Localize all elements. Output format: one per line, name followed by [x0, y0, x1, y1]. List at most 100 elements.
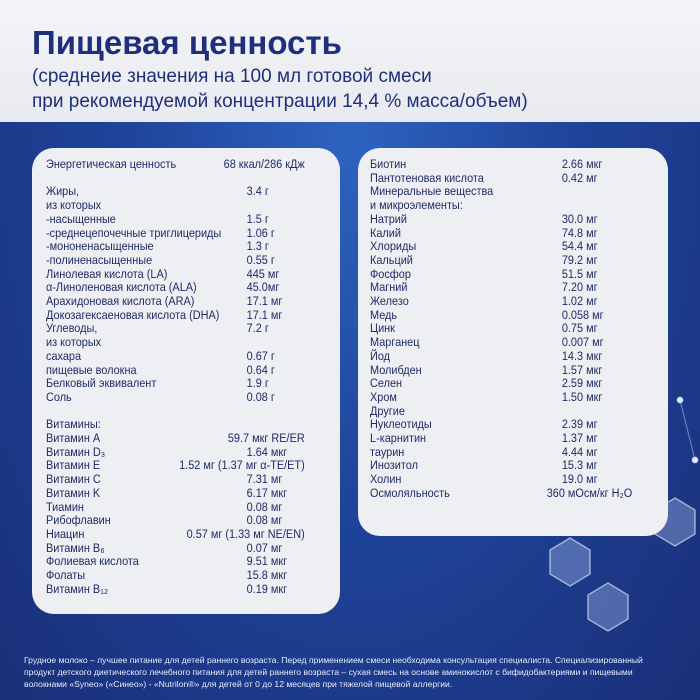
nutrient-row: Углеводы, 7.2 г — [46, 322, 305, 336]
nutrient-name: -среднецепочечные триглицериды — [46, 225, 222, 240]
nutrient-value: 51.5 мг — [561, 266, 598, 281]
nutrient-name: Энергетическая ценность — [46, 157, 177, 171]
subtitle-line-1: (среднеие значения на 100 мл готовой сме… — [32, 66, 432, 87]
nutrient-value: 0.75 мг — [561, 321, 598, 336]
nutrient-value: 1.02 мг — [561, 294, 598, 309]
nutrient-name: Нуклеотиды — [370, 417, 432, 432]
nutrient-row: Калий 74.8 мг — [370, 225, 632, 241]
nutrient-row: Биотин 2.66 мкг — [370, 157, 632, 172]
nutrient-row: Белковый эквивалент 1.9 г — [46, 377, 305, 391]
nutrient-row: пищевые волокна 0.64 г — [46, 362, 305, 378]
nutrient-value: 0.08 г — [246, 389, 275, 404]
nutrient-row: Жиры, 3.4 г — [46, 185, 305, 199]
disclaimer-text: Грудное молоко – лучшее питание для дете… — [24, 655, 643, 689]
nutrient-row: Витамин B₁₂ 0.19 мкг — [46, 582, 305, 597]
nutrient-row: Рибофлавин 0.08 мг — [46, 514, 305, 528]
nutrient-name: Докозагексаеновая кислота (DHA) — [46, 307, 220, 322]
nutrient-value: 0.07 мг — [246, 540, 283, 555]
spacer — [46, 405, 340, 419]
nutrient-name: Витамин A — [46, 431, 101, 446]
nutrient-value: 1.64 мкг — [246, 444, 288, 459]
nutrient-value: 0.42 мг — [561, 170, 598, 185]
nutrient-row: Инозитол 15.3 мг — [370, 459, 632, 473]
nutrient-row: Витамин E 1.52 мг (1.37 мг α-TE/ET) — [46, 459, 305, 473]
nutrient-value: 1.52 мг (1.37 мг α-TE/ET) — [179, 458, 305, 473]
nutrient-name: Калий — [370, 225, 401, 240]
nutrient-name: таурин — [370, 444, 405, 459]
nutrient-row: L-карнитин 1.37 мг — [370, 431, 632, 446]
nutrient-value: 360 мОсм/кг H₂O — [546, 485, 633, 500]
nutrient-value: 0.67 г — [246, 348, 275, 363]
nutrient-name: Фолаты — [46, 568, 86, 583]
nutrient-name: Медь — [370, 307, 398, 322]
nutrient-row: Арахидоновая кислота (ARA) 17.1 мг — [46, 294, 305, 309]
nutrient-value: 1.37 мг — [561, 431, 598, 446]
nutrient-name: Соль — [46, 389, 72, 404]
nutrient-row: Холин 19.0 мг — [370, 472, 632, 487]
nutrient-value: 74.8 мг — [561, 225, 598, 240]
nutrient-row: -полиненасыщенные 0.55 г — [46, 252, 305, 268]
nutrient-row: Нуклеотиды 2.39 мг — [370, 418, 632, 432]
nutrient-row: Витамин B₆ 0.07 мг — [46, 540, 305, 556]
nutrient-row: Докозагексаеновая кислота (DHA) 17.1 мг — [46, 307, 305, 323]
nutrient-name: Пантотеновая кислота — [370, 170, 484, 185]
nutrient-name: Молибден — [370, 362, 422, 377]
nutrient-value: 2.39 мг — [561, 417, 598, 432]
nutrient-row: Кальций 79.2 мг — [370, 252, 632, 268]
nutrient-value: 4.44 мг — [561, 444, 598, 459]
nutrient-row: Марганец 0.007 мг — [370, 335, 632, 350]
nutrient-value: 15.8 мкг — [246, 568, 288, 583]
nutrition-table-right: Биотин 2.66 мкг Пантотеновая кислота 0.42 м… — [358, 148, 668, 536]
nutrition-table-left: Энергетическая ценность 68 ккал/286 кДж Жи… — [32, 148, 340, 614]
nutrient-name: Магний — [370, 280, 408, 295]
nutrient-name: Кальций — [370, 252, 413, 267]
nutrient-row: Натрий 30.0 мг — [370, 211, 632, 227]
nutrient-value: 14.3 мкг — [561, 348, 603, 363]
nutrient-row: α-Линоленовая кислота (ALA) 45.0мг — [46, 281, 305, 295]
nutrient-name: Витамины: — [46, 417, 101, 432]
nutrient-row: Линолевая кислота (LA) 445 мг — [46, 267, 305, 282]
nutrient-value: 15.3 мг — [561, 458, 598, 473]
page-subtitle: (среднеие значения на 100 мл готовой сме… — [32, 64, 528, 114]
nutrient-row: Минеральные вещества — [370, 185, 632, 199]
nutrient-value: 1.57 мкг — [561, 362, 603, 377]
nutrient-name: Белковый эквивалент — [46, 376, 157, 391]
nutrient-name: Витамин K — [46, 485, 101, 500]
nutrient-value: 3.4 г — [246, 184, 269, 199]
nutrient-row: Хром 1.50 мкг — [370, 390, 632, 405]
nutrient-row: Другие — [370, 404, 632, 419]
nutrient-value: 68 ккал/286 кДж — [223, 157, 305, 171]
nutrient-row: Магний 7.20 мг — [370, 281, 632, 295]
nutrient-name: -полиненасыщенные — [46, 252, 153, 267]
nutrient-row: Медь 0.058 мг — [370, 307, 632, 323]
nutrient-value: 2.59 мкг — [561, 376, 603, 391]
nutrient-name: Фосфор — [370, 266, 411, 281]
nutrient-name: из которых — [46, 198, 102, 213]
nutrient-name: из которых — [46, 335, 102, 350]
nutrient-value: 1.06 г — [246, 225, 275, 240]
nutrient-value: 0.64 г — [246, 362, 275, 377]
nutrient-name: сахара — [46, 348, 82, 363]
nutrient-row: Витамины: — [46, 418, 305, 432]
nutrient-name: Арахидоновая кислота (ARA) — [46, 294, 195, 309]
nutrient-value: 7.20 мг — [561, 280, 598, 295]
nutrient-name: Рибофлавин — [46, 513, 111, 528]
nutrient-row: Железо 1.02 мг — [370, 294, 632, 309]
nutrient-name: Осмоляльность — [370, 485, 450, 500]
nutrient-value: 54.4 мг — [561, 239, 598, 254]
nutrient-row: Фолиевая кислота 9.51 мкг — [46, 555, 305, 569]
nutrient-name: Инозитол — [370, 458, 418, 473]
nutrient-row: Селен 2.59 мкг — [370, 377, 632, 391]
nutrient-name: Витамин E — [46, 458, 101, 473]
nutrient-row: Молибден 1.57 мкг — [370, 362, 632, 378]
nutrient-value: 59.7 мкг RE/ER — [227, 431, 305, 446]
nutrient-value: 17.1 мг — [246, 294, 283, 309]
nutrient-name: Витамин C — [46, 472, 101, 487]
nutrient-value: 1.9 г — [246, 376, 269, 391]
nutrient-row: Осмоляльность 360 мОсм/кг H₂O — [370, 485, 633, 501]
nutrient-name: Натрий — [370, 211, 407, 226]
nutrient-name: L-карнитин — [370, 431, 427, 446]
nutrient-row: Витамин D₃ 1.64 мкг — [46, 444, 305, 460]
header-band: Пищевая ценность (среднеие значения на 1… — [0, 0, 700, 122]
nutrient-name: Минеральные вещества — [370, 184, 494, 199]
